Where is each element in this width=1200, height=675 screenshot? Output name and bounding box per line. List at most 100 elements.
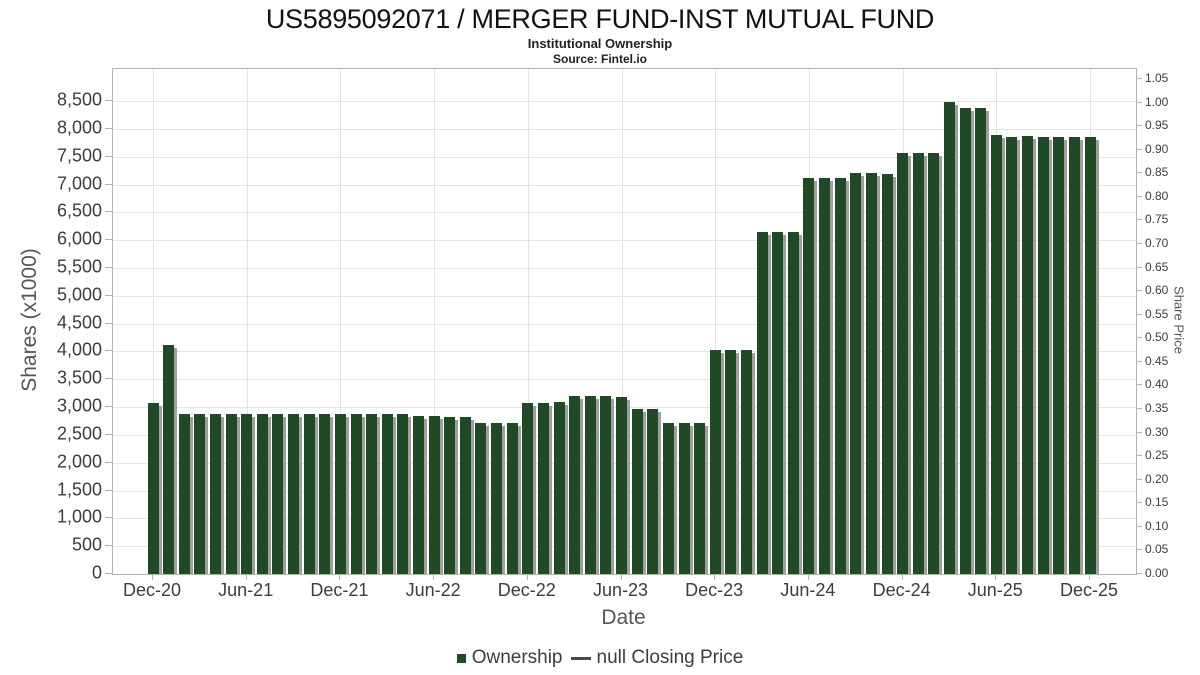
x-axis-tick-label: Jun-23 bbox=[592, 580, 649, 600]
share-price-tick-label: 0.80 bbox=[1145, 188, 1169, 203]
ownership-bar[interactable] bbox=[178, 414, 190, 574]
ownership-bar[interactable] bbox=[334, 414, 346, 574]
ownership-bar[interactable] bbox=[366, 413, 378, 574]
gridline-vertical bbox=[153, 69, 154, 574]
ownership-bar[interactable] bbox=[990, 134, 1002, 574]
ownership-bar[interactable] bbox=[756, 232, 768, 574]
ownership-bar[interactable] bbox=[381, 413, 393, 574]
ownership-bar[interactable] bbox=[584, 395, 596, 574]
ownership-bar[interactable] bbox=[631, 409, 643, 574]
ownership-bar[interactable] bbox=[600, 395, 612, 574]
x-axis-tick-label: Jun-21 bbox=[218, 580, 274, 600]
ownership-bar[interactable] bbox=[1022, 136, 1033, 574]
y-axis-tick bbox=[105, 489, 112, 491]
x-axis-tick-label: Dec-22 bbox=[497, 580, 556, 600]
ownership-bar[interactable] bbox=[475, 422, 487, 574]
ownership-bar[interactable] bbox=[819, 178, 830, 574]
x-axis-tick bbox=[1089, 574, 1090, 580]
ownership-bar[interactable] bbox=[537, 403, 549, 574]
ownership-bar[interactable] bbox=[272, 414, 284, 574]
ownership-bar[interactable] bbox=[522, 403, 534, 574]
ownership-bar[interactable] bbox=[1037, 136, 1049, 574]
ownership-bar[interactable] bbox=[850, 173, 862, 574]
y-axis-title-right: Share Price bbox=[1171, 286, 1187, 354]
share-price-tick-label: 0.00 bbox=[1145, 566, 1169, 580]
share-price-tick bbox=[1136, 549, 1142, 551]
ownership-bar[interactable] bbox=[428, 416, 440, 574]
share-price-tick-label: 0.55 bbox=[1145, 306, 1169, 321]
ownership-bar[interactable] bbox=[256, 414, 268, 574]
ownership-bar[interactable] bbox=[616, 397, 627, 574]
ownership-bar[interactable] bbox=[225, 414, 237, 574]
ownership-bar[interactable] bbox=[959, 108, 971, 574]
ownership-bar[interactable] bbox=[303, 414, 315, 574]
ownership-bar[interactable] bbox=[147, 403, 159, 574]
ownership-bar[interactable] bbox=[350, 414, 362, 574]
ownership-bar[interactable] bbox=[928, 153, 940, 574]
y-axis-tick bbox=[105, 322, 112, 324]
share-price-tick bbox=[1136, 408, 1142, 409]
share-price-tick bbox=[1136, 573, 1142, 574]
ownership-bar[interactable] bbox=[288, 414, 300, 574]
y-axis-tick bbox=[105, 155, 112, 157]
ownership-bar[interactable] bbox=[319, 414, 331, 574]
ownership-bar[interactable] bbox=[662, 422, 674, 574]
gridline-vertical bbox=[246, 69, 248, 574]
ownership-bar[interactable] bbox=[210, 414, 221, 574]
ownership-bar[interactable] bbox=[772, 232, 784, 574]
share-price-tick-label: 0.85 bbox=[1145, 165, 1169, 180]
ownership-bar[interactable] bbox=[975, 108, 987, 574]
share-price-tick-label: 0.50 bbox=[1145, 330, 1169, 345]
ownership-bar[interactable] bbox=[678, 422, 690, 574]
ownership-bar[interactable] bbox=[725, 350, 737, 574]
ownership-bar[interactable] bbox=[194, 414, 206, 574]
chart-source: Source: Fintel.io bbox=[552, 52, 647, 66]
ownership-bar[interactable] bbox=[491, 422, 503, 574]
ownership-bar[interactable] bbox=[459, 417, 471, 574]
ownership-bar[interactable] bbox=[865, 173, 877, 574]
y-axis-tick-label: 500 bbox=[71, 534, 102, 555]
ownership-bar[interactable] bbox=[912, 153, 924, 574]
gridline-vertical bbox=[715, 69, 717, 574]
y-axis-tick bbox=[105, 350, 112, 352]
ownership-bar[interactable] bbox=[569, 395, 581, 574]
ownership-bar[interactable] bbox=[506, 422, 518, 574]
ownership-bar[interactable] bbox=[834, 178, 846, 574]
gridline-vertical bbox=[621, 69, 623, 574]
ownership-bar[interactable] bbox=[709, 350, 721, 574]
ownership-bar[interactable] bbox=[803, 178, 815, 574]
ownership-bar[interactable] bbox=[1068, 136, 1080, 574]
ownership-bar[interactable] bbox=[397, 413, 409, 574]
ownership-bar[interactable] bbox=[897, 153, 909, 574]
ownership-bar[interactable] bbox=[740, 349, 752, 574]
ownership-bar[interactable] bbox=[787, 232, 799, 574]
share-price-tick bbox=[1136, 125, 1142, 127]
share-price-tick bbox=[1136, 219, 1142, 221]
ownership-bar[interactable] bbox=[1006, 136, 1018, 574]
y-axis-tick-label: 6,000 bbox=[56, 228, 102, 249]
share-price-tick bbox=[1136, 431, 1142, 433]
gridline-vertical bbox=[527, 69, 529, 574]
gridline-horizontal bbox=[113, 240, 1136, 242]
legend-item-closing-price[interactable]: null Closing Price bbox=[570, 647, 743, 669]
ownership-bar[interactable] bbox=[444, 417, 456, 574]
legend-item-ownership[interactable]: Ownership bbox=[456, 647, 563, 669]
ownership-bar[interactable] bbox=[413, 416, 424, 574]
ownership-bar[interactable] bbox=[1053, 136, 1065, 574]
ownership-bar[interactable] bbox=[881, 173, 893, 574]
ownership-bar[interactable] bbox=[163, 344, 175, 574]
ownership-bar[interactable] bbox=[241, 414, 253, 574]
x-axis-tick bbox=[245, 574, 247, 580]
y-axis-tick-label: 2,500 bbox=[56, 423, 102, 444]
ownership-bar[interactable] bbox=[553, 402, 565, 574]
share-price-tick-label: 0.60 bbox=[1145, 283, 1169, 298]
y-axis-tick-label: 3,500 bbox=[56, 367, 102, 388]
y-axis-tick bbox=[105, 100, 112, 101]
ownership-bar[interactable] bbox=[944, 102, 955, 574]
y-axis-tick-label: 4,000 bbox=[56, 339, 102, 360]
ownership-bar[interactable] bbox=[694, 422, 706, 574]
share-price-tick-label: 0.05 bbox=[1145, 542, 1169, 557]
ownership-bar[interactable] bbox=[647, 409, 659, 574]
y-axis-tick-label: 3,000 bbox=[56, 395, 102, 416]
ownership-bar[interactable] bbox=[1084, 136, 1096, 574]
